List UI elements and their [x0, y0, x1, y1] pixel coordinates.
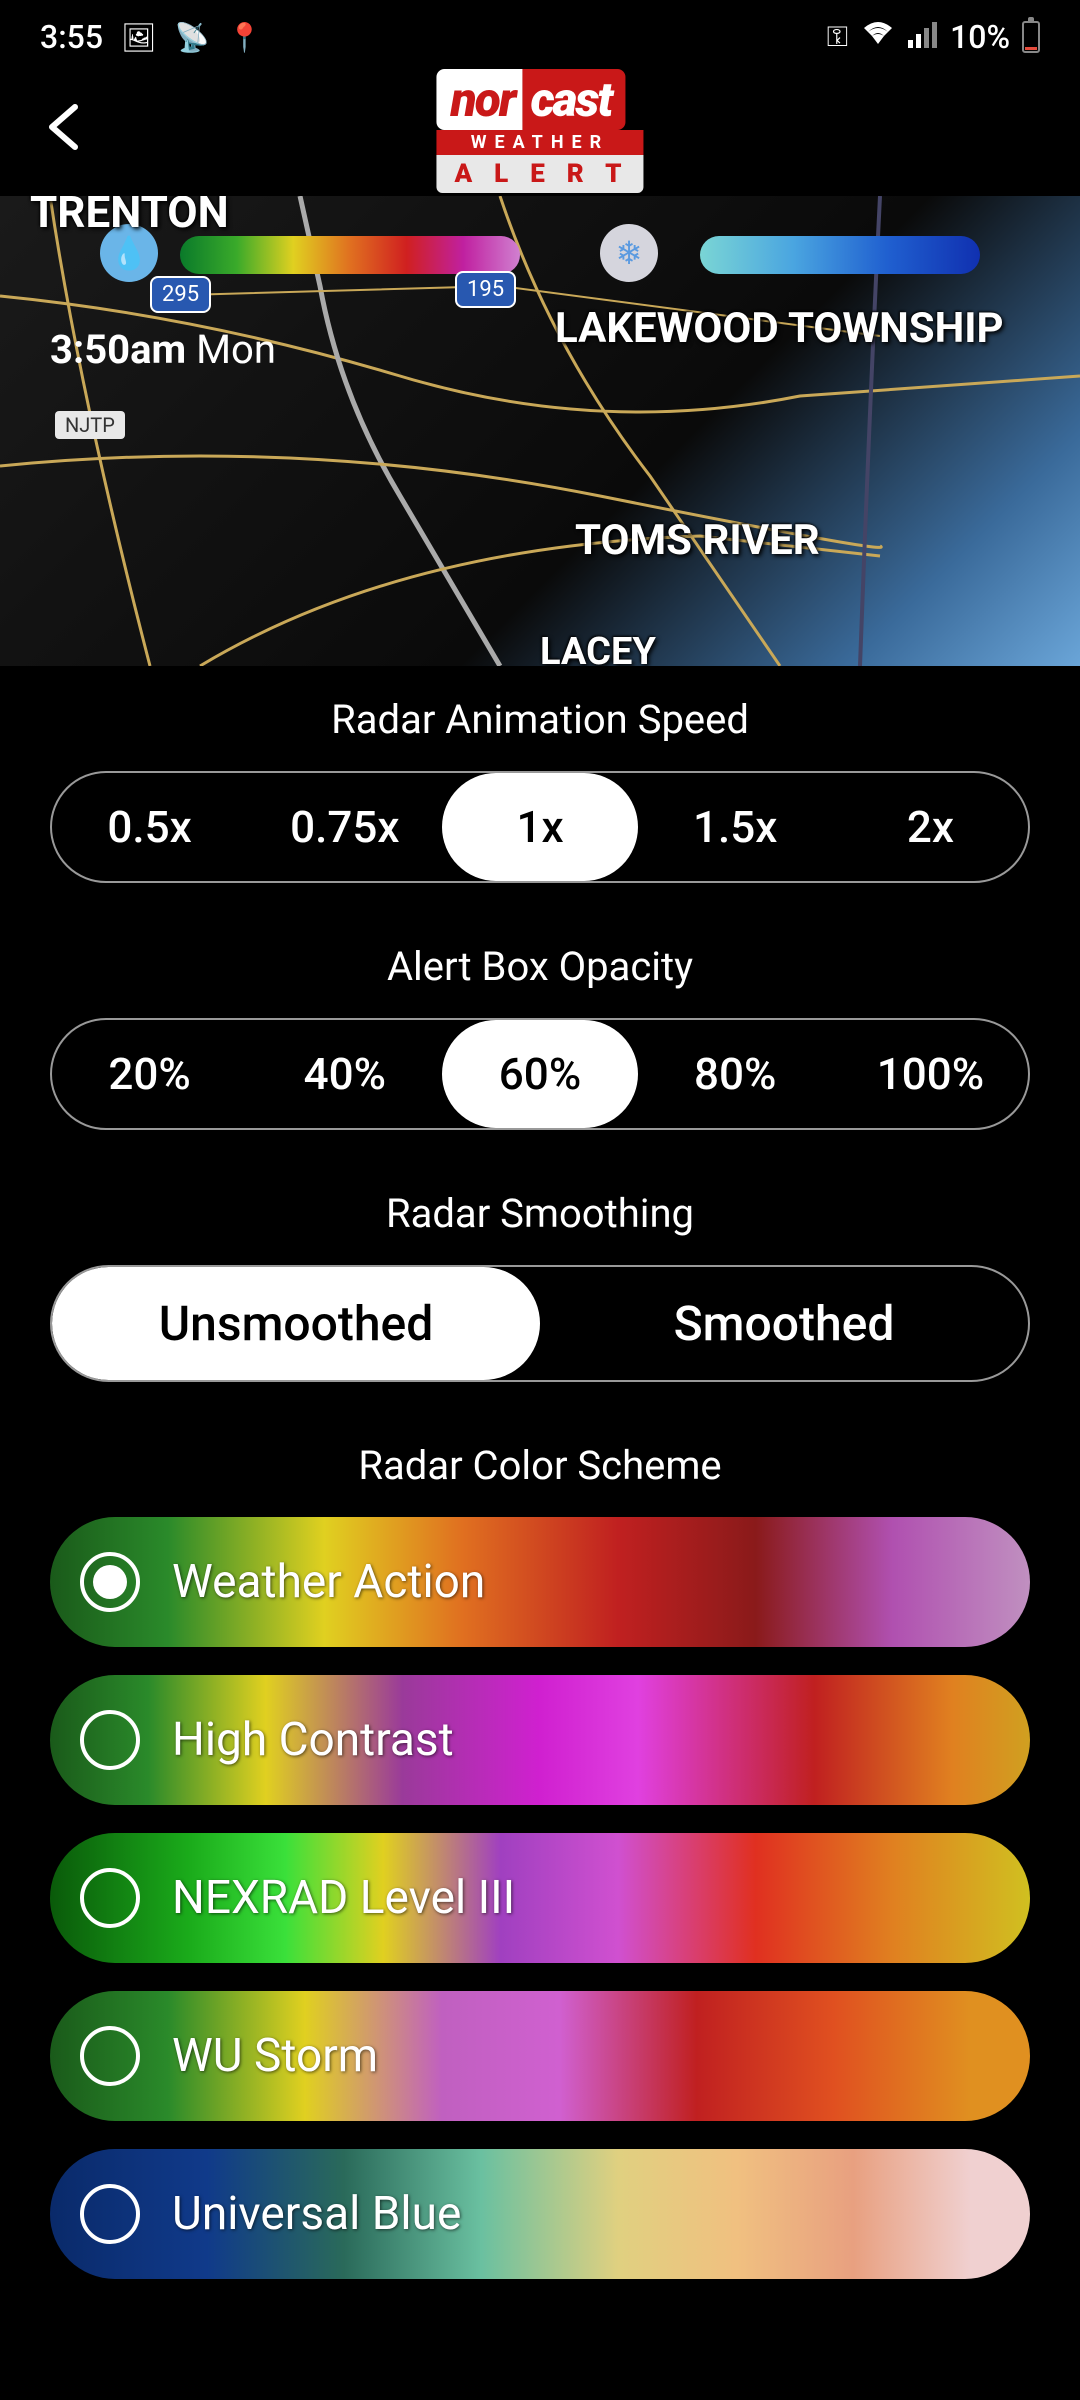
color-scheme-label: NEXRAD Level III [172, 1871, 515, 1925]
battery-percent: 10% [950, 18, 1010, 56]
battery-icon [1022, 21, 1040, 53]
segment-option[interactable]: 0.75x [247, 773, 442, 881]
opacity-segmented: 20%40%60%80%100% [50, 1018, 1030, 1130]
speed-title: Radar Animation Speed [50, 696, 1030, 743]
satellite-icon: 📡 [175, 21, 210, 54]
segment-option[interactable]: 0.5x [52, 773, 247, 881]
segment-option[interactable]: 100% [833, 1020, 1028, 1128]
color-scheme-list: Weather Action High Contrast NEXRAD Level … [50, 1517, 1030, 2279]
color-scheme-label: WU Storm [172, 2029, 378, 2083]
signal-icon [908, 20, 938, 55]
app-logo: nor cast WEATHER ALERT [436, 69, 643, 193]
map-city-trenton: TRENTON [30, 196, 229, 238]
smoothing-title: Radar Smoothing [50, 1190, 1030, 1237]
app-header: nor cast WEATHER ALERT [0, 66, 1080, 196]
njtp-marker: NJTP [55, 411, 125, 439]
radio-circle [80, 2184, 140, 2244]
segment-option[interactable]: Smoothed [540, 1267, 1028, 1380]
segment-option[interactable]: Unsmoothed [52, 1267, 540, 1380]
radio-circle [80, 2026, 140, 2086]
radio-circle [80, 1868, 140, 1928]
logo-nor: nor [436, 69, 522, 130]
logo-weather: WEATHER [436, 130, 643, 155]
color-scheme-option[interactable]: Universal Blue [50, 2149, 1030, 2279]
ice-legend-bar [700, 236, 980, 274]
back-button[interactable] [30, 86, 100, 177]
status-bar: 3:55 🖼 📡 📍 ⚿ 10% [0, 0, 1080, 66]
segment-option[interactable]: 1.5x [638, 773, 833, 881]
image-icon: 🖼 [121, 21, 157, 54]
vpn-icon: ⚿ [827, 20, 848, 54]
segment-option[interactable]: 40% [247, 1020, 442, 1128]
segment-option[interactable]: 80% [638, 1020, 833, 1128]
location-icon: 📍 [227, 21, 262, 54]
color-scheme-title: Radar Color Scheme [50, 1442, 1030, 1489]
color-scheme-option[interactable]: WU Storm [50, 1991, 1030, 2121]
segment-option[interactable]: 2x [833, 773, 1028, 881]
opacity-title: Alert Box Opacity [50, 943, 1030, 990]
radio-circle [80, 1710, 140, 1770]
route-195-marker: 195 [455, 271, 516, 308]
map-time-value: 3:50am [50, 326, 186, 373]
wifi-icon [860, 20, 896, 55]
route-295-marker: 295 [150, 276, 211, 313]
status-time: 3:55 [40, 18, 103, 56]
map-time-day: Mon [196, 326, 276, 373]
map-timestamp: 3:50am Mon [50, 326, 276, 373]
map-city-tomsriver: TOMS RIVER [575, 516, 820, 565]
color-scheme-option[interactable]: NEXRAD Level III [50, 1833, 1030, 1963]
segment-option[interactable]: 60% [442, 1020, 637, 1128]
segment-option[interactable]: 20% [52, 1020, 247, 1128]
color-scheme-option[interactable]: High Contrast [50, 1675, 1030, 1805]
segment-option[interactable]: 1x [442, 773, 637, 881]
map-city-lakewood: LAKEWOOD TOWNSHIP [555, 306, 1004, 352]
color-scheme-option[interactable]: Weather Action [50, 1517, 1030, 1647]
color-scheme-label: High Contrast [172, 1713, 454, 1767]
radar-map-preview[interactable]: 💧 ❄ TRENTON 3:50am Mon 295 195 NJTP LAKE… [0, 196, 1080, 666]
map-city-lacey: LACEY [540, 630, 656, 666]
logo-cast: cast [523, 69, 626, 130]
logo-alert: ALERT [436, 155, 643, 193]
radio-circle [80, 1552, 140, 1612]
smoothing-segmented: UnsmoothedSmoothed [50, 1265, 1030, 1382]
color-scheme-label: Weather Action [172, 1555, 485, 1609]
settings-panel: Radar Animation Speed 0.5x0.75x1x1.5x2x … [0, 666, 1080, 2309]
color-scheme-label: Universal Blue [172, 2187, 461, 2241]
snow-icon: ❄ [600, 224, 658, 282]
speed-segmented: 0.5x0.75x1x1.5x2x [50, 771, 1030, 883]
rain-legend-bar [180, 236, 520, 274]
